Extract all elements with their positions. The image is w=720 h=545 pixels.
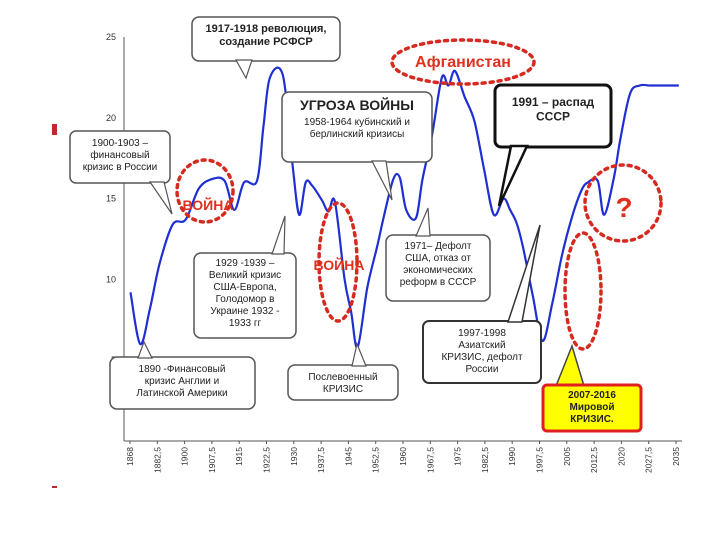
series-line-0 xyxy=(129,66,679,349)
annotation-2007: 2007-2016 Мировой КРИЗИС. xyxy=(541,343,643,433)
y-ticks: 510152025 xyxy=(106,32,116,365)
annotation-1997-pointer xyxy=(506,224,541,323)
x-tick-label: 1952,5 xyxy=(371,447,381,473)
annotation-postwar: Послевоенный КРИЗИС xyxy=(287,342,399,401)
x-tick-label: 1907,5 xyxy=(207,447,217,473)
x-tick-label: 1990 xyxy=(507,447,517,466)
annotation-boxes: 1917-1918 революция, создание РСФСР УГРОЗ… xyxy=(69,16,643,433)
x-tick-label: 1937,5 xyxy=(316,447,326,473)
x-tick-label: 1868 xyxy=(125,447,135,466)
annotation-1929-box xyxy=(193,252,297,339)
x-tick-label: 2005 xyxy=(562,447,572,466)
annotation-war-threat-title: УГРОЗА ВОЙНЫ xyxy=(300,96,414,113)
annotation-1997-box xyxy=(422,320,542,384)
x-tick-label: 1982,5 xyxy=(480,447,490,473)
annotation-ussr-box xyxy=(493,83,613,149)
x-tick-label: 1960 xyxy=(398,447,408,466)
x-tick-label: 1997,5 xyxy=(535,447,545,473)
highlight-ellipses xyxy=(175,38,663,351)
x-tick-label: 1975 xyxy=(453,447,463,466)
annotation-1997-text: 1997-1998 Азиатский КРИЗИС, дефолт России xyxy=(441,328,522,375)
annotation-war-threat-pointer xyxy=(371,160,393,201)
annotation-1971-pointer xyxy=(415,207,431,237)
annotation-afghanistan-text: Афганистан xyxy=(415,54,511,71)
annotation-war-2-text: ВОЙНА xyxy=(314,256,365,273)
annotation-1890-pointer xyxy=(137,340,153,359)
x-tick-label: 1967,5 xyxy=(425,447,435,473)
x-tick-label: 1900 xyxy=(180,447,190,466)
annotation-war-1-text: ВОЙНА xyxy=(183,196,234,213)
annotation-1900-box xyxy=(69,130,171,184)
x-tick-label: 1922,5 xyxy=(262,447,272,473)
x-tick-label: 2012,5 xyxy=(589,447,599,473)
x-tick-label: 1930 xyxy=(289,447,299,466)
y-tick-label: 25 xyxy=(106,32,116,42)
annotation-1971: 1971– Дефолт США, отказ от экономических ре… xyxy=(385,207,491,302)
annotation-1929-text: 1929 -1939 – Великий кризис США-Европа, Гол… xyxy=(209,258,281,329)
x-tick-label: 2035 xyxy=(671,447,681,466)
annotation-1997: 1997-1998 Азиатский КРИЗИС, дефолт России xyxy=(422,224,542,384)
annotation-postwar-box xyxy=(287,364,399,401)
annotation-1971-text: 1971– Дефолт США, отказ от экономических ре… xyxy=(400,240,477,288)
annotation-2007-pointer xyxy=(554,343,586,387)
annotation-revolution-box xyxy=(191,16,341,62)
ellipse-question xyxy=(583,163,663,243)
ellipse-2012 xyxy=(563,231,603,351)
annotation-1900: 1900-1903 – финансовый кризис в России xyxy=(69,130,173,215)
x-tick-label: 1882,5 xyxy=(152,447,162,473)
y-tick-label: 20 xyxy=(106,113,116,123)
annotation-war-threat: УГРОЗА ВОЙНЫ 1958-1964 кубинский и берлин… xyxy=(281,91,433,201)
annotation-postwar-text: Послевоенный КРИЗИС xyxy=(308,372,377,395)
annotation-war-threat-box xyxy=(281,91,433,163)
annotation-1929: 1929 -1939 – Великий кризис США-Европа, Гол… xyxy=(193,215,297,339)
annotation-1890-text: 1890 -Финансовый кризис Англии и Латинской… xyxy=(136,364,227,399)
annotation-2007-text: 2007-2016 Мировой КРИЗИС. xyxy=(568,390,616,425)
annotation-1890-box xyxy=(109,356,256,410)
annotation-ussr-pointer xyxy=(497,144,529,207)
ellipse-afghanistan xyxy=(390,38,536,86)
annotation-1900-text: 1900-1903 – финансовый кризис в России xyxy=(83,138,158,173)
annotation-1929-pointer xyxy=(271,215,286,255)
annotation-postwar-pointer xyxy=(351,342,367,367)
y-tick-label: 10 xyxy=(106,274,116,284)
annotation-1971-box xyxy=(385,234,491,302)
x-tick-label: 1915 xyxy=(234,447,244,466)
x-tick-label: 2027,5 xyxy=(644,447,654,473)
x-ticks: 1868 1882,5 1900 1907,5 1915 1922,5 1930 1937,5… xyxy=(125,441,681,473)
annotation-1900-pointer xyxy=(148,181,173,215)
red-rule-bottom xyxy=(52,486,57,488)
red-rule-top xyxy=(52,124,57,135)
annotation-ussr-text: 1991 – распад СССР xyxy=(512,95,595,123)
annotation-revolution-text: 1917-1918 революция, создание РСФСР xyxy=(206,23,327,48)
annotation-ussr: 1991 – распад СССР xyxy=(493,83,613,207)
x-tick-label: 1945 xyxy=(343,447,353,466)
ellipse-war-1 xyxy=(175,158,235,224)
y-tick-label: 15 xyxy=(106,194,116,204)
annotation-war-threat-text: 1958-1964 кубинский и берлинский кризисы xyxy=(304,116,410,140)
annotation-revolution-pointer xyxy=(234,59,253,80)
annotation-question-mark: ? xyxy=(615,192,632,223)
series-layer xyxy=(129,66,679,349)
ellipse-war-2 xyxy=(317,201,359,323)
annotation-revolution: 1917-1918 революция, создание РСФСР xyxy=(191,16,341,80)
x-tick-label: 2020 xyxy=(616,447,626,466)
annotation-1890: 1890 -Финансовый кризис Англии и Латинской… xyxy=(109,340,256,410)
annotation-2007-box xyxy=(541,383,643,433)
